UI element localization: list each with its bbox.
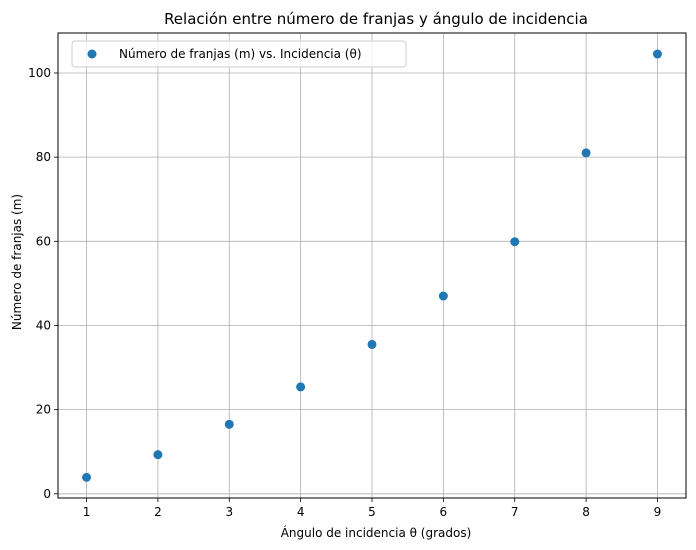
y-tick-label: 60 bbox=[36, 234, 51, 248]
data-point bbox=[82, 472, 92, 482]
data-point bbox=[438, 291, 448, 301]
x-axis-ticks: 1 2 3 4 5 6 7 8 9 bbox=[83, 498, 662, 519]
x-axis-label: Ángulo de incidencia θ (grados) bbox=[281, 525, 472, 540]
data-points bbox=[82, 49, 662, 482]
data-point bbox=[367, 339, 377, 349]
x-tick-label: 2 bbox=[154, 505, 162, 519]
x-tick-label: 8 bbox=[582, 505, 590, 519]
legend-label: Número de franjas (m) vs. Incidencia (θ) bbox=[119, 47, 362, 61]
legend: Número de franjas (m) vs. Incidencia (θ) bbox=[71, 40, 407, 68]
data-point bbox=[153, 450, 163, 460]
y-tick-label: 20 bbox=[36, 403, 51, 417]
x-tick-label: 6 bbox=[440, 505, 448, 519]
y-tick-label: 40 bbox=[36, 318, 51, 332]
x-tick-label: 1 bbox=[83, 505, 91, 519]
x-tick-label: 9 bbox=[654, 505, 662, 519]
data-point bbox=[581, 148, 591, 158]
data-point bbox=[652, 49, 662, 59]
y-axis-ticks: 0 20 40 60 80 100 bbox=[28, 66, 58, 501]
x-tick-label: 7 bbox=[511, 505, 519, 519]
y-axis-label: Número de franjas (m) bbox=[10, 194, 24, 330]
legend-marker bbox=[87, 49, 97, 59]
x-tick-label: 3 bbox=[225, 505, 233, 519]
data-point bbox=[510, 237, 520, 247]
y-tick-label: 0 bbox=[43, 487, 51, 501]
data-point bbox=[224, 419, 234, 429]
data-point bbox=[296, 382, 306, 392]
y-tick-label: 80 bbox=[36, 150, 51, 164]
legend-box bbox=[71, 40, 407, 68]
x-tick-label: 5 bbox=[368, 505, 376, 519]
grid-lines bbox=[58, 33, 686, 498]
x-tick-label: 4 bbox=[297, 505, 305, 519]
chart-title: Relación entre número de franjas y ángul… bbox=[164, 10, 588, 28]
y-tick-label: 100 bbox=[28, 66, 51, 80]
